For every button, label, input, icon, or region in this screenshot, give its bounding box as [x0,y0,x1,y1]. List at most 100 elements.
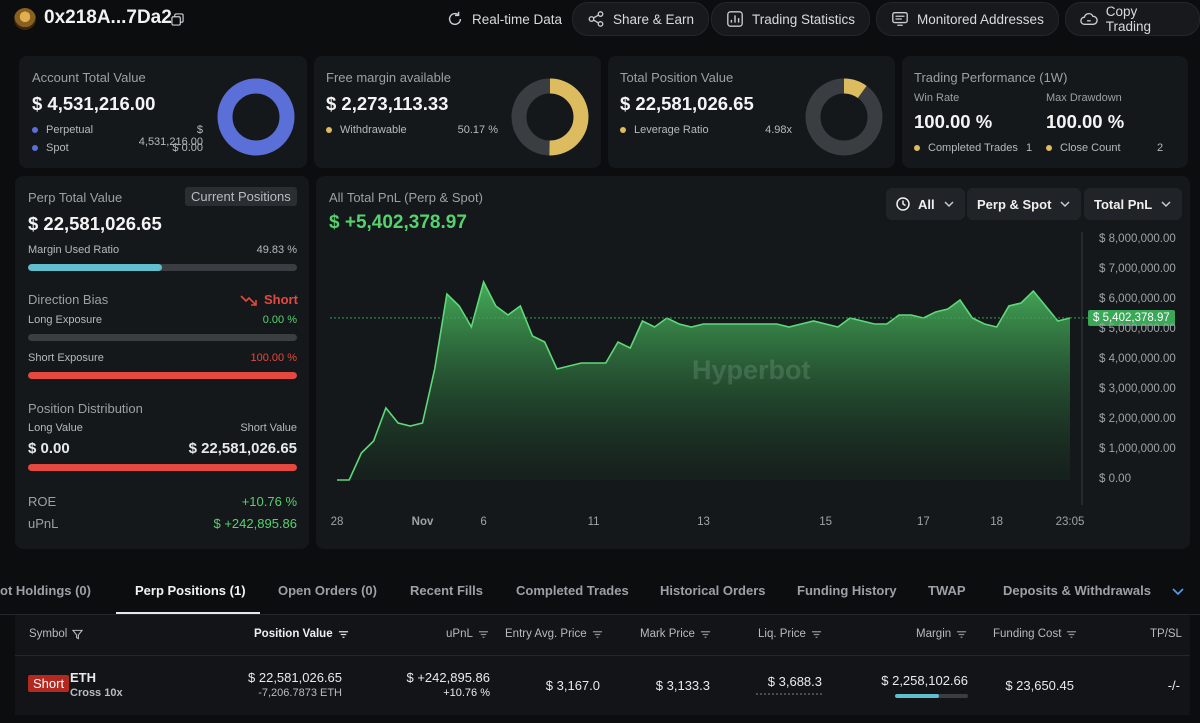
col-entry-price[interactable]: Entry Avg. Price [505,628,603,640]
position-value: $ 22,581,026.65 [248,670,342,685]
nav-label: Trading Statistics [752,11,856,27]
tab-recent-fills[interactable]: Recent Fills [410,583,483,598]
nav-copy-trading[interactable]: Copy Trading [1065,2,1200,36]
x-tick-label: 6 [480,516,487,528]
x-tick-label: 23:05 [1055,516,1085,528]
filter-icon[interactable] [72,629,84,640]
pnl-type-dropdown[interactable]: Total PnL [1084,188,1183,220]
positions-table [15,615,1190,715]
direction-bias-value: Short [240,292,298,307]
long-value-label: Long Value [28,422,83,434]
total-position-card: Total Position Value $ 22,581,026.65 Lev… [608,56,895,168]
position-size: -7,206.7873 ETH [258,687,342,699]
pnl-total-value: $ +5,402,378.97 [329,212,467,233]
copy-trading-icon [1080,12,1098,25]
x-tick-label: Nov [411,516,434,528]
short-value-amount: $ 22,581,026.65 [188,440,297,457]
current-positions-tag[interactable]: Current Positions [185,187,297,206]
col-upnl[interactable]: uPnL [446,628,489,640]
short-exposure-label: Short Exposure [28,352,104,364]
tab-deposits-withdrawals[interactable]: Deposits & Withdrawals [1003,583,1151,598]
margin-used-label: Margin Used Ratio [28,244,120,256]
perpetual-label: Perpetual [32,124,93,136]
short-value-label: Short Value [240,422,297,434]
sort-icon[interactable] [592,629,603,640]
avatar [14,8,36,30]
clock-icon [896,197,910,211]
y-tick-label: $ 5,000,000.00 [1099,323,1176,335]
watermark: Hyperbot [692,355,811,385]
tab-open-orders[interactable]: Open Orders (0) [278,583,377,598]
perp-total-card: Perp Total Value Current Positions $ 22,… [15,176,309,549]
entry-price: $ 3,167.0 [545,678,600,693]
tab-funding-history[interactable]: Funding History [797,583,897,598]
upnl-value: $ +242,895.86 [213,516,298,531]
sort-icon[interactable] [338,629,349,640]
tab-perp-positions[interactable]: Perp Positions (1) [135,583,246,598]
trend-down-icon [240,294,257,306]
tpsl[interactable]: -/- [1167,678,1180,693]
upnl-label: uPnL [28,516,59,531]
table-divider [15,655,1190,656]
sort-icon[interactable] [956,629,967,640]
x-tick-label: 17 [916,516,930,528]
sort-icon[interactable] [811,629,822,640]
y-tick-label: $ 0.00 [1099,473,1131,485]
col-funding-cost[interactable]: Funding Cost [993,628,1077,640]
position-distribution-bar [28,464,297,471]
time-range-dropdown[interactable]: All [886,188,965,220]
chevron-down-icon [1161,201,1171,208]
margin-amount: $ 2,258,102.66 [881,673,968,688]
card-title: Free margin available [326,70,452,85]
nav-trading-statistics[interactable]: Trading Statistics [711,2,871,36]
y-tick-label: $ 4,000,000.00 [1099,353,1176,365]
leverage-value: 4.98x [765,124,792,136]
nav-label: Real-time Data [472,11,563,27]
card-title: Account Total Value [32,70,146,85]
roe-label: ROE [28,494,57,509]
copy-icon[interactable] [171,13,184,26]
win-rate-label: Win Rate [914,92,960,104]
col-symbol[interactable]: Symbol [29,628,84,640]
donut-arc [805,78,883,156]
series-line [337,279,1071,481]
account-total-card: Account Total Value $ 4,531,216.00 Perpe… [19,56,307,168]
tab-historical-orders[interactable]: Historical Orders [660,583,766,598]
free-margin-value: $ 2,273,113.33 [326,93,449,114]
sort-icon[interactable] [478,629,489,640]
side-badge: Short [28,675,70,692]
donut-arc [511,78,589,156]
sort-icon[interactable] [1066,629,1077,640]
y-tick-label: $ 7,000,000.00 [1099,263,1176,275]
nav-real-time-data[interactable]: Real-time Data [431,2,577,36]
position-donut [805,78,883,156]
max-drawdown-value: 100.00 % [1046,111,1125,132]
long-exposure-label: Long Exposure [28,314,102,326]
sort-icon[interactable] [700,629,711,640]
chevron-down-icon[interactable] [1171,584,1185,598]
card-title: Perp Total Value [28,190,123,205]
tab-twap[interactable]: TWAP [928,583,966,598]
completed-trades-label: Completed Trades [914,142,1018,154]
y-tick-label: $ 2,000,000.00 [1099,413,1176,425]
win-rate-value: 100.00 % [914,111,993,132]
chevron-down-icon [1060,201,1070,208]
share-icon [588,11,604,27]
leverage-label: Leverage Ratio [620,124,709,136]
y-tick-label: $ 3,000,000.00 [1099,383,1176,395]
col-liq-price[interactable]: Liq. Price [758,628,822,640]
col-tpsl: TP/SL [1150,628,1182,640]
active-tab-indicator [116,612,260,614]
market-type-dropdown[interactable]: Perp & Spot [967,188,1082,220]
free-margin-card: Free margin available $ 2,273,113.33 Wit… [314,56,601,168]
symbol[interactable]: ETH [70,670,96,685]
long-exposure-value: 0.00 % [262,314,297,326]
long-exposure-bar [28,334,297,341]
tab-spot-holdings[interactable]: ot Holdings (0) [0,583,91,598]
tab-completed-trades[interactable]: Completed Trades [516,583,629,598]
col-position-value[interactable]: Position Value [254,628,349,640]
col-margin[interactable]: Margin [916,628,967,640]
col-mark-price[interactable]: Mark Price [640,628,711,640]
nav-share-earn[interactable]: Share & Earn [572,2,710,36]
nav-monitored-addresses[interactable]: Monitored Addresses [876,2,1059,36]
